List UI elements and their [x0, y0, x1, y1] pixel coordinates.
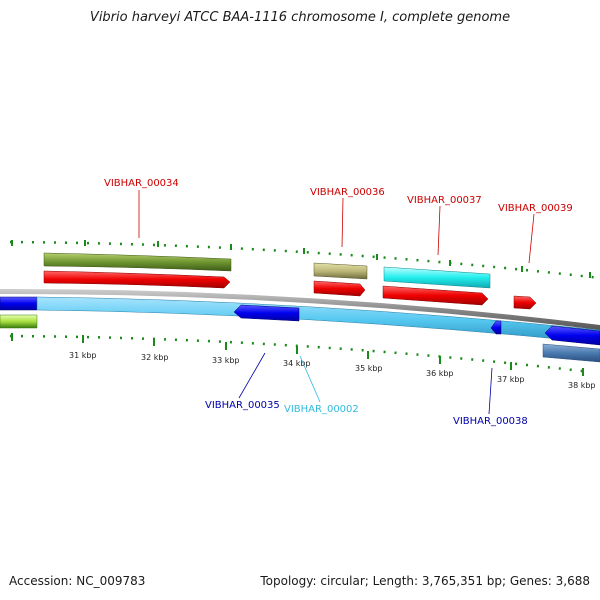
gene-arrow-vibhar-00036[interactable] — [313, 280, 366, 297]
gene-olive-box[interactable] — [43, 252, 232, 272]
gene-arrow-vibhar-00038[interactable] — [490, 320, 502, 335]
gene-labels: VIBHAR_00034 VIBHAR_00036 VIBHAR_00037 V… — [104, 178, 573, 427]
gene-arrow-vibhar-00002[interactable] — [36, 296, 600, 344]
connector-vibhar-00002 — [299, 355, 321, 403]
gene-steel-box[interactable] — [542, 343, 600, 363]
genome-info-text: Topology: circular; Length: 3,765,351 bp… — [260, 574, 590, 588]
kbp-scale-labels: 31 kbp 32 kbp 33 kbp 34 kbp 35 kbp 36 kb… — [69, 351, 596, 390]
gene-label-vibhar-00036[interactable]: VIBHAR_00036 — [310, 187, 385, 198]
kbp-label: 32 kbp — [141, 353, 169, 362]
gene-label-vibhar-00002[interactable]: VIBHAR_00002 — [284, 404, 359, 415]
gene-khaki-box[interactable] — [313, 262, 368, 280]
chromosome-backbone — [0, 288, 600, 330]
gene-arrow-vibhar-00037[interactable] — [382, 285, 489, 306]
connector-vibhar-00035 — [238, 352, 266, 399]
accession-text: Accession: NC_009783 — [9, 574, 146, 588]
gene-label-vibhar-00038[interactable]: VIBHAR_00038 — [453, 416, 528, 427]
gene-lime-box[interactable] — [0, 314, 38, 329]
forward-strand-features — [43, 252, 537, 310]
gene-arrow-reverse-left[interactable] — [0, 296, 38, 311]
outer-tick-dots — [9, 240, 600, 280]
kbp-label: 38 kbp — [568, 381, 596, 390]
gene-label-vibhar-00034[interactable]: VIBHAR_00034 — [104, 178, 179, 189]
gene-arrow-vibhar-00039[interactable] — [513, 295, 537, 310]
gene-label-vibhar-00035[interactable]: VIBHAR_00035 — [205, 400, 280, 411]
gene-arrow-reverse-right[interactable] — [544, 325, 600, 346]
kbp-label: 34 kbp — [283, 359, 311, 368]
gene-arrow-vibhar-00035[interactable] — [233, 304, 300, 322]
kbp-label: 36 kbp — [426, 369, 454, 378]
map-title: Vibrio harveyi ATCC BAA-1116 chromosome … — [89, 10, 511, 25]
kbp-label: 31 kbp — [69, 351, 97, 360]
connector-vibhar-00039 — [528, 213, 535, 264]
gene-label-vibhar-00039[interactable]: VIBHAR_00039 — [498, 203, 573, 214]
gene-label-vibhar-00037[interactable]: VIBHAR_00037 — [407, 195, 482, 206]
gene-arrow-vibhar-00034[interactable] — [43, 270, 231, 289]
inner-tick-track — [9, 333, 591, 376]
kbp-label: 37 kbp — [497, 375, 525, 384]
outer-tick-track — [9, 240, 600, 280]
kbp-label: 35 kbp — [355, 364, 383, 373]
connector-vibhar-00038 — [488, 367, 493, 415]
outer-major-ticks — [11, 240, 591, 278]
inner-major-ticks — [11, 333, 584, 376]
kbp-label: 33 kbp — [212, 356, 240, 365]
connector-vibhar-00036 — [341, 197, 344, 248]
connector-vibhar-00037 — [437, 205, 441, 256]
reverse-strand-features — [0, 296, 600, 363]
gene-cyan-box[interactable] — [383, 266, 491, 289]
label-connectors — [138, 190, 535, 415]
